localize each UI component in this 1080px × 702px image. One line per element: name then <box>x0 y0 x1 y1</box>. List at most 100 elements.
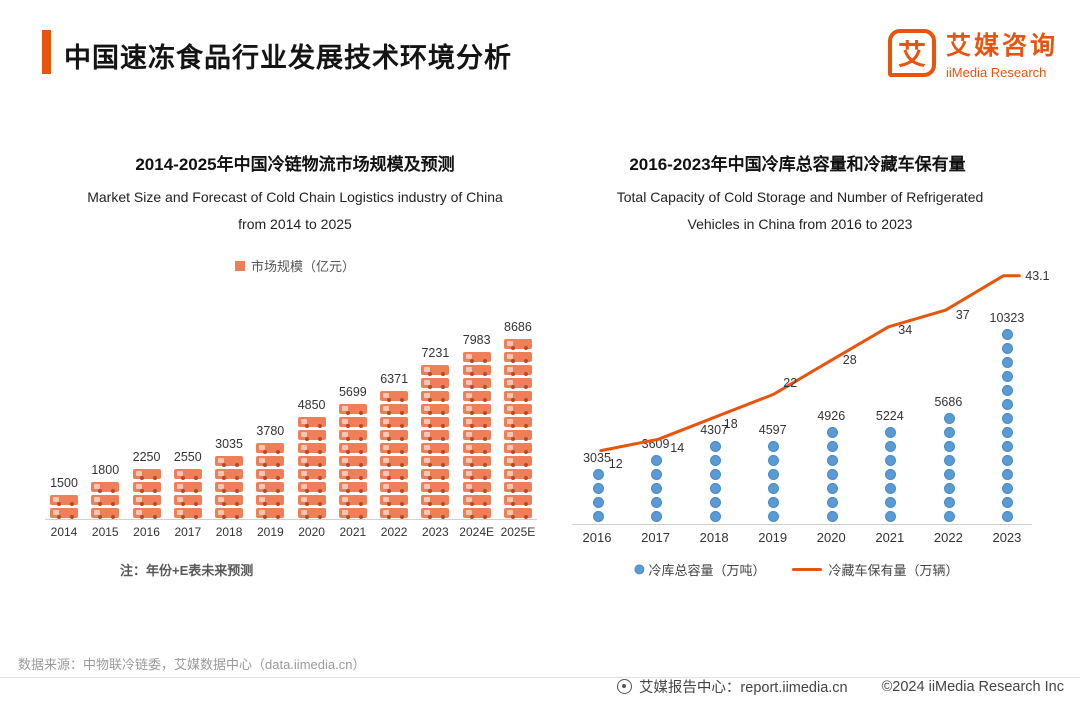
thermometer-icon <box>1002 329 1014 340</box>
truck-icon <box>173 507 202 519</box>
truck-icon <box>338 468 367 480</box>
thermometer-icon <box>634 563 645 574</box>
truck-icon <box>462 377 491 389</box>
x-axis-label: 2018 <box>699 530 729 545</box>
truck-icon <box>421 455 450 467</box>
thermometer-icon <box>709 469 721 480</box>
logo-text: 艾媒咨询 iiMedia Research <box>946 26 1058 80</box>
truck-icon <box>421 364 450 376</box>
thermometer-icon <box>1002 511 1014 522</box>
truck-icon <box>421 429 450 441</box>
left-chart-legend: 市场规模（亿元） <box>55 256 535 275</box>
report-center-link[interactable]: 艾媒报告中心：report.iimedia.cn <box>638 680 848 696</box>
footer-bar: 艾媒报告中心：report.iimedia.cn ©2024 iiMedia R… <box>616 676 1064 697</box>
logo-icon: 艾 <box>887 29 936 77</box>
truck-icon <box>338 494 367 506</box>
cold-storage-bar: 5686 <box>923 395 973 524</box>
x-axis-label: 2020 <box>816 530 846 545</box>
truck-icon <box>91 507 120 519</box>
bar-value-label: 10323 <box>989 311 1025 325</box>
market-size-bar: 4850 <box>293 398 331 519</box>
thermometer-icon <box>651 469 663 480</box>
truck-icon <box>380 416 409 428</box>
truck-icon <box>380 442 409 454</box>
thermometer-icon <box>709 455 721 466</box>
truck-icon <box>462 494 491 506</box>
line-value-label: 14 <box>670 441 685 456</box>
bar-value-label: 2250 <box>132 450 161 464</box>
truck-icon <box>503 507 532 519</box>
truck-icon <box>297 481 326 493</box>
truck-icon <box>503 429 532 441</box>
copyright-text: ©2024 iiMedia Research Inc <box>881 678 1064 695</box>
bar-value-label: 5224 <box>875 409 904 423</box>
cold-storage-bar: 10323 <box>982 311 1032 524</box>
title-accent-bar <box>42 30 51 74</box>
right-chart-title: 2016-2023年中国冷库总容量和冷藏车保有量 <box>629 155 966 174</box>
thermometer-icon <box>826 497 838 508</box>
market-size-legend-label: 市场规模（亿元） <box>250 259 355 274</box>
truck-icon <box>421 416 450 428</box>
thermometer-icon <box>1002 371 1014 382</box>
cold-storage-bar: 4307 <box>689 423 739 524</box>
thermometer-icon <box>943 483 955 494</box>
thermometer-icon <box>768 483 780 494</box>
truck-icon <box>50 507 78 519</box>
report-center-item: 艾媒报告中心：report.iimedia.cn <box>616 676 848 697</box>
truck-icon <box>503 481 532 493</box>
thermometer-icon <box>709 497 721 508</box>
thermometer-icon <box>1002 483 1014 494</box>
thermometer-icon <box>1002 413 1014 424</box>
market-size-bar: 5699 <box>334 385 372 519</box>
truck-icon <box>173 494 202 506</box>
truck-icon <box>503 442 532 454</box>
truck-icon <box>421 468 450 480</box>
x-axis-label: 2023 <box>422 525 449 539</box>
truck-icon <box>380 494 409 506</box>
x-axis-label: 2016 <box>582 530 612 545</box>
truck-icon <box>421 403 450 415</box>
truck-icon <box>462 468 491 480</box>
vehicles-legend-label: 冷藏车保有量（万辆） <box>828 563 959 578</box>
cold-storage-bar: 4926 <box>806 409 856 524</box>
truck-icon <box>462 507 491 519</box>
cold-storage-bar: 4597 <box>748 423 798 524</box>
x-axis-label: 2022 <box>933 530 963 545</box>
data-source-note: 数据来源：中物联冷链委，艾媒数据中心（data.iimedia.cn） <box>18 657 366 672</box>
market-size-bar: 7983 <box>458 333 496 519</box>
bar-value-label: 1800 <box>91 463 120 477</box>
x-axis-label: 2019 <box>256 525 284 539</box>
truck-icon <box>256 494 285 506</box>
truck-icon <box>380 390 409 402</box>
left-chart-title: 2014-2025年中国冷链物流市场规模及预测 <box>135 155 455 174</box>
thermometer-icon <box>943 441 955 452</box>
line-value-label: 12 <box>608 456 623 471</box>
market-size-bar: 8686 <box>499 320 537 519</box>
left-chart-subtitle: Market Size and Forecast of Cold Chain L… <box>87 189 503 232</box>
x-axis-label: 2017 <box>641 530 671 545</box>
thermometer-icon <box>1002 343 1014 354</box>
truck-icon <box>297 429 326 441</box>
x-axis-label: 2018 <box>215 525 243 539</box>
truck-icon <box>462 455 491 467</box>
truck-icon <box>297 442 326 454</box>
truck-icon <box>297 507 326 519</box>
cold-storage-bar: 3035 <box>572 451 622 524</box>
truck-icon <box>297 416 326 428</box>
line-legend-swatch <box>791 568 822 571</box>
x-axis-label: 2014 <box>50 525 78 539</box>
thermometer-icon <box>826 469 838 480</box>
truck-icon <box>380 455 409 467</box>
thermometer-icon <box>1002 357 1014 368</box>
x-axis-label: 2017 <box>174 525 202 539</box>
thermometer-icon <box>768 455 780 466</box>
truck-icon <box>503 403 532 415</box>
thermometer-icon <box>709 483 721 494</box>
logo-name-en: iiMedia Research <box>945 65 1047 80</box>
thermometer-icon <box>592 483 604 494</box>
truck-icon <box>215 481 244 493</box>
x-axis-label: 2025E <box>500 525 536 539</box>
x-axis-label: 2024E <box>459 525 494 539</box>
bar-value-label: 5699 <box>338 385 367 399</box>
